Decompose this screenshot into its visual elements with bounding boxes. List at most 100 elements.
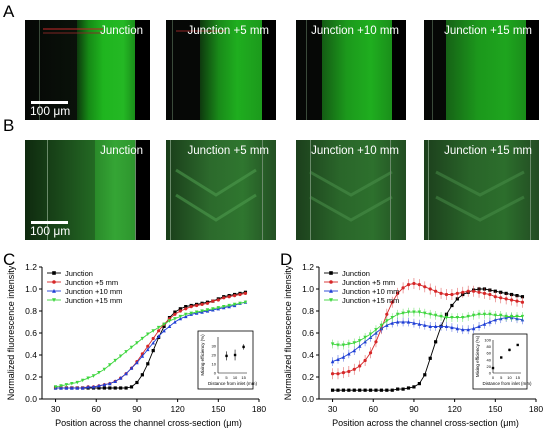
micrograph-label: Junction (100, 145, 143, 157)
inset-x-tick-label: 0 (492, 375, 495, 380)
data-point (102, 367, 107, 372)
panel-letter-b: B (3, 116, 15, 135)
data-point (124, 386, 128, 390)
data-point (195, 303, 199, 308)
data-point (184, 314, 188, 319)
data-point (385, 312, 389, 316)
data-point (412, 281, 416, 286)
data-point (461, 316, 465, 320)
legend-label: Junction +15 mm (342, 296, 399, 305)
data-point (504, 314, 508, 319)
micrograph-label: Junction (100, 25, 143, 37)
micrograph-a-5mm: Junction +5 mm (166, 20, 276, 120)
x-tick-label: 30 (51, 404, 61, 414)
data-point (347, 388, 351, 392)
micrograph-b-15mm: Junction +15 mm (424, 140, 539, 240)
data-point (347, 342, 351, 346)
inset-data-point (508, 348, 511, 352)
inset-data-point (491, 366, 495, 370)
y-tick-label: 1.2 (25, 262, 37, 272)
data-point (395, 320, 400, 324)
data-point (455, 326, 460, 331)
data-point (341, 388, 346, 392)
data-point (173, 317, 177, 321)
data-point (520, 314, 525, 319)
data-point (70, 386, 74, 390)
data-point (329, 288, 333, 293)
data-point (471, 313, 476, 318)
inset-y-tick-label: 10 (212, 362, 217, 367)
data-point (466, 289, 470, 293)
micrograph-a-10mm: Junction +10 mm (296, 20, 406, 120)
data-point (151, 340, 155, 345)
x-tick-label: 180 (529, 404, 543, 414)
data-point (173, 310, 177, 314)
x-tick-label: 90 (132, 404, 142, 414)
data-point (135, 360, 139, 365)
data-point (466, 327, 470, 332)
y-tick-label: 1.2 (302, 262, 314, 272)
data-point (221, 305, 226, 309)
data-point (347, 369, 351, 374)
y-tick-label: 0.0 (302, 394, 314, 404)
x-tick-label: 180 (252, 404, 266, 414)
scale-bar-label: 100 μm (30, 104, 71, 118)
data-point (488, 292, 492, 297)
data-point (358, 388, 362, 392)
data-point (232, 294, 237, 298)
x-tick-label: 90 (409, 404, 419, 414)
data-point (194, 310, 199, 315)
data-point (450, 325, 454, 330)
x-axis-label: Position across the channel cross-sectio… (55, 418, 242, 428)
data-point (412, 321, 416, 325)
data-point (200, 302, 204, 306)
data-point (64, 383, 69, 387)
data-point (151, 336, 155, 341)
y-tick-label: 0.0 (25, 394, 37, 404)
data-point (390, 388, 394, 392)
legend-label: Junction (342, 269, 370, 278)
data-point (477, 312, 481, 317)
data-point (113, 358, 117, 363)
data-point (374, 388, 378, 392)
data-point (423, 323, 427, 327)
data-point (444, 324, 449, 328)
chart-d: 0.00.20.40.60.81.01.230 60 90 120 150 180Posi… (283, 262, 543, 428)
herringbone-pattern (435, 170, 525, 222)
data-point (498, 313, 503, 318)
data-point (417, 283, 421, 287)
data-point (439, 291, 443, 295)
data-point (205, 308, 210, 312)
data-point (91, 384, 96, 389)
data-point (509, 298, 514, 302)
data-point (86, 376, 90, 381)
data-point (216, 298, 220, 302)
data-point (434, 289, 438, 293)
data-point (471, 326, 476, 331)
data-point (499, 290, 503, 294)
data-point (52, 298, 56, 303)
data-point (330, 342, 335, 346)
data-point (178, 314, 183, 319)
data-point (59, 384, 63, 388)
data-point (396, 291, 400, 295)
data-point (52, 271, 56, 275)
inset-data-point (225, 354, 228, 358)
data-point (417, 382, 421, 386)
data-point (395, 312, 400, 317)
inset-y-tick-label: 40 (487, 357, 492, 362)
data-point (357, 344, 362, 348)
legend-label: Junction (65, 269, 93, 278)
data-point (80, 378, 85, 383)
panel-letter-c: C (3, 250, 16, 269)
data-point (352, 367, 356, 371)
data-point (184, 305, 188, 309)
inset-y-axis-label: Mixing efficiency (%) (475, 335, 480, 377)
inset-y-tick-label: 20 (212, 353, 217, 358)
inset-x-tick-label: 0 (217, 375, 220, 380)
data-point (222, 296, 226, 300)
data-point (167, 324, 172, 328)
inset-y-tick-label: 20 (487, 364, 492, 369)
data-point (390, 316, 394, 320)
inset-x-axis-label: Distance from inlet (mm) (208, 381, 258, 386)
